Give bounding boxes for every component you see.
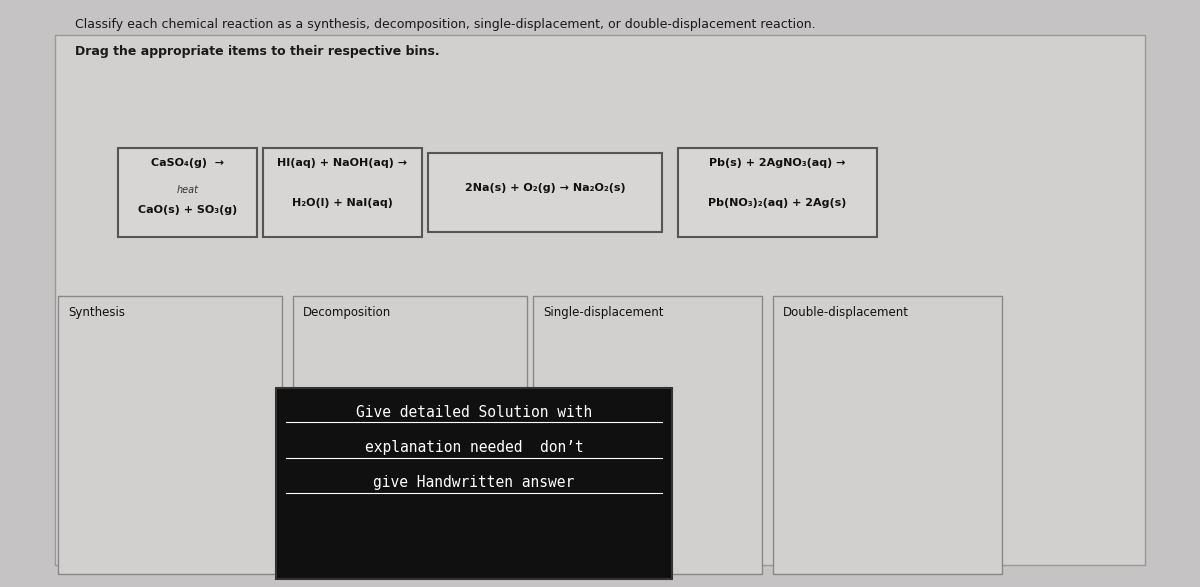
Text: 2Na(s) + O₂(g) → Na₂O₂(s): 2Na(s) + O₂(g) → Na₂O₂(s) — [464, 183, 625, 193]
FancyBboxPatch shape — [263, 148, 422, 237]
FancyBboxPatch shape — [428, 153, 662, 232]
Text: heat: heat — [176, 185, 198, 195]
Text: Synthesis: Synthesis — [68, 306, 125, 319]
Text: Give detailed Solution with: Give detailed Solution with — [356, 405, 592, 420]
FancyBboxPatch shape — [58, 296, 282, 574]
Text: Pb(NO₃)₂(aq) + 2Ag(s): Pb(NO₃)₂(aq) + 2Ag(s) — [708, 198, 847, 208]
Text: Pb(s) + 2AgNO₃(aq) →: Pb(s) + 2AgNO₃(aq) → — [709, 158, 846, 168]
Text: Single-displacement: Single-displacement — [542, 306, 664, 319]
Text: CaSO₄(g)  →: CaSO₄(g) → — [151, 158, 224, 168]
Text: H₂O(l) + NaI(aq): H₂O(l) + NaI(aq) — [292, 198, 392, 208]
Text: Decomposition: Decomposition — [302, 306, 391, 319]
Text: explanation needed  don’t: explanation needed don’t — [365, 440, 583, 455]
FancyBboxPatch shape — [533, 296, 762, 574]
Text: Double-displacement: Double-displacement — [784, 306, 910, 319]
FancyBboxPatch shape — [678, 148, 877, 237]
FancyBboxPatch shape — [118, 148, 257, 237]
Text: Classify each chemical reaction as a synthesis, decomposition, single-displaceme: Classify each chemical reaction as a syn… — [74, 18, 816, 31]
Text: CaO(s) + SO₃(g): CaO(s) + SO₃(g) — [138, 205, 238, 215]
Text: HI(aq) + NaOH(aq) →: HI(aq) + NaOH(aq) → — [277, 158, 408, 168]
FancyBboxPatch shape — [276, 388, 672, 579]
Text: Drag the appropriate items to their respective bins.: Drag the appropriate items to their resp… — [74, 45, 439, 58]
Text: give Handwritten answer: give Handwritten answer — [373, 475, 575, 490]
FancyBboxPatch shape — [55, 35, 1145, 565]
FancyBboxPatch shape — [773, 296, 1002, 574]
FancyBboxPatch shape — [293, 296, 527, 574]
